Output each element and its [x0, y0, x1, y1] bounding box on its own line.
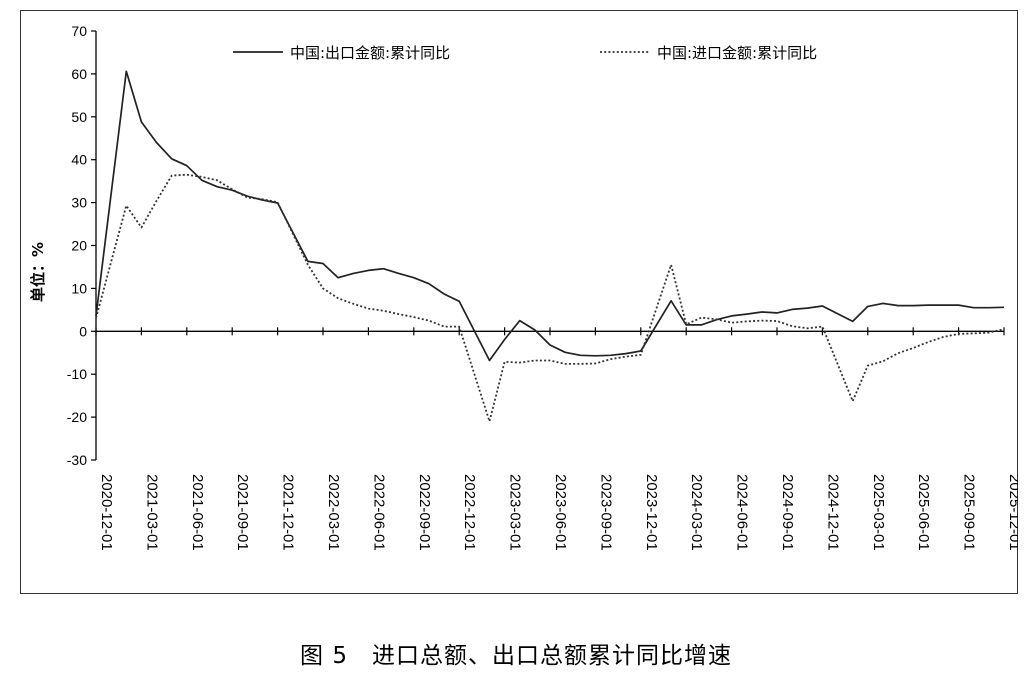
series-line-export — [95, 70, 1005, 362]
y-tick-label: 20 — [71, 238, 87, 254]
x-tick-label: 2025-06-01 — [915, 474, 932, 551]
x-tick-label: 2023-09-01 — [597, 474, 614, 551]
x-tick-label: 2022-06-01 — [370, 474, 387, 551]
x-tick-label: 2023-06-01 — [552, 474, 569, 551]
x-tick-label: 2021-12-01 — [280, 474, 297, 551]
x-tick-label: 2024-06-01 — [734, 474, 751, 551]
x-tick-label: 2020-12-01 — [98, 474, 115, 551]
x-tick-label: 2021-06-01 — [189, 474, 206, 551]
legend-label: 中国:出口金额:累计同比 — [290, 44, 450, 62]
y-tick-label: 30 — [71, 195, 87, 211]
x-tick-label: 2025-03-01 — [870, 474, 887, 551]
y-axis-title: 单位：% — [29, 242, 47, 302]
x-tick-label: 2022-12-01 — [461, 474, 478, 551]
y-tick-label: 70 — [71, 23, 87, 39]
x-tick-label: 2025-12-01 — [1006, 474, 1018, 551]
x-tick-label: 2024-12-01 — [824, 474, 841, 551]
y-tick-label: 50 — [71, 109, 87, 125]
y-tick-label: 10 — [71, 280, 87, 296]
y-tick-label: 60 — [71, 66, 87, 82]
x-tick-label: 2021-03-01 — [143, 474, 160, 551]
y-tick-label: 0 — [79, 323, 87, 339]
x-tick-label: 2022-03-01 — [325, 474, 342, 551]
x-tick-label: 2025-09-01 — [961, 474, 978, 551]
y-tick-label: -10 — [67, 366, 87, 382]
series-line-import — [95, 173, 1005, 423]
y-tick-label: 40 — [71, 152, 87, 168]
x-tick-label: 2024-09-01 — [779, 474, 796, 551]
y-tick-label: -20 — [67, 409, 87, 425]
chart-frame — [20, 10, 1018, 594]
figure-caption: 图 5 进口总额、出口总额累计同比增速 — [300, 643, 732, 669]
x-tick-label: 2022-09-01 — [416, 474, 433, 551]
x-tick-label: 2021-09-01 — [234, 474, 251, 551]
x-tick-label: 2023-03-01 — [507, 474, 524, 551]
line-chart: 70 60 50 40 30 20 10 0 -10 -20 -30 2020-12-01 2021-0… — [29, 23, 1018, 551]
x-tick-label: 2024-03-01 — [688, 474, 705, 551]
legend-label: 中国:进口金额:累计同比 — [657, 44, 817, 62]
y-tick-label: -30 — [67, 452, 87, 468]
x-tick-label: 2023-12-01 — [643, 474, 660, 551]
